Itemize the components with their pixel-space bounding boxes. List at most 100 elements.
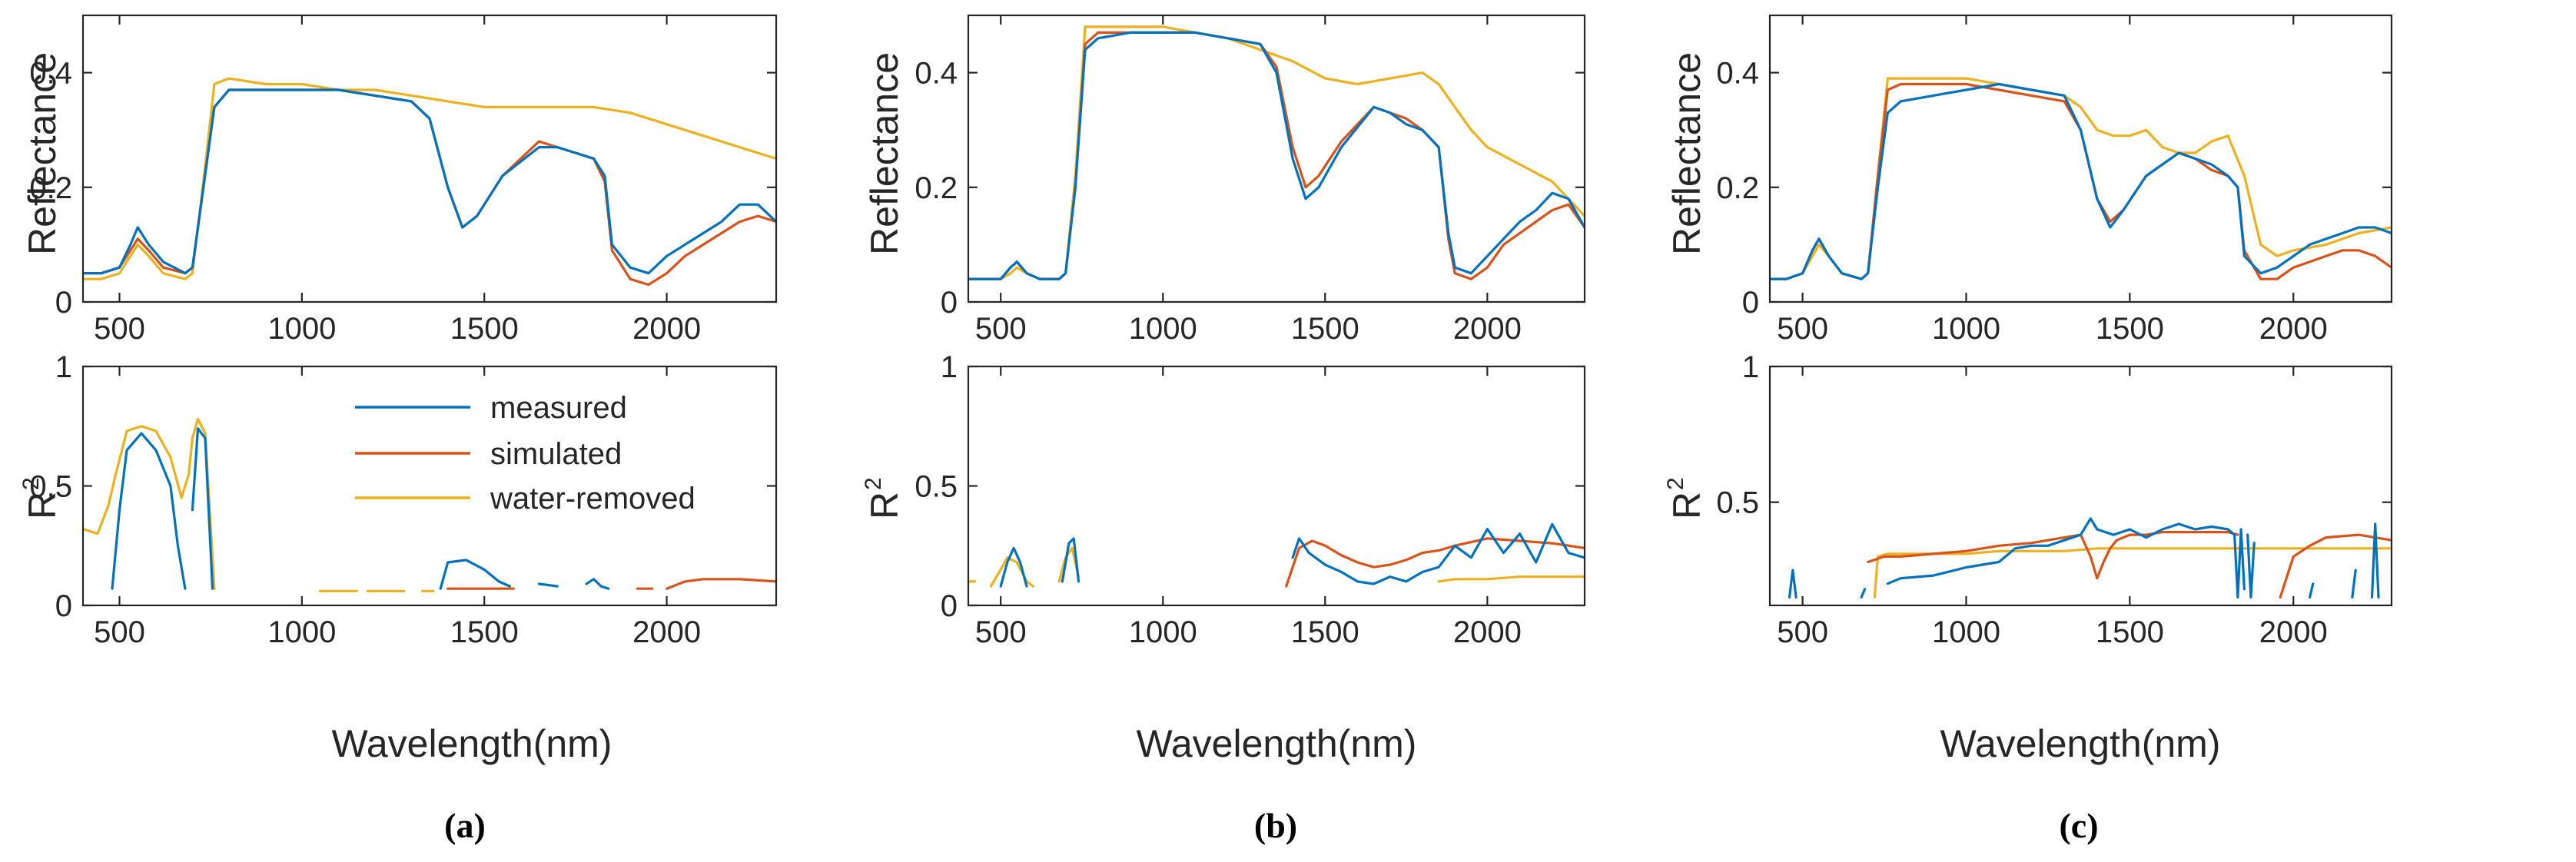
ylabel-bottom-b-base: R bbox=[863, 492, 906, 519]
series-group-a-top bbox=[83, 77, 776, 287]
x-tick-label-a-top-1500: 1500 bbox=[450, 312, 519, 346]
x-tick-label-a-bottom-1000: 1000 bbox=[267, 615, 336, 649]
ylabel-top-a: Reflectance bbox=[21, 52, 64, 255]
x-tick-label-a-top-500: 500 bbox=[94, 312, 145, 346]
y-tick-label-c-top-0: 0 bbox=[1742, 286, 1759, 320]
y-tick-label-c-top-0.4: 0.4 bbox=[1716, 57, 1759, 91]
series-group-c-top bbox=[1770, 77, 2392, 280]
xlabel-a: Wavelength(nm) bbox=[332, 722, 612, 765]
series-water-removed-b-bottom-seg1 bbox=[989, 556, 1035, 588]
x-tick-label-a-bottom-2000: 2000 bbox=[632, 615, 701, 649]
series-measured-c-bottom-seg5 bbox=[2351, 569, 2357, 599]
x-tick-label-c-top-1500: 1500 bbox=[2096, 312, 2164, 346]
plot-a-top: 500 1000 1500 2000 0 0.2 0.4 bbox=[29, 14, 778, 346]
series-water-removed-a-top bbox=[83, 77, 776, 280]
series-group-c-bottom bbox=[1788, 517, 2392, 599]
xlabel-c: Wavelength(nm) bbox=[1940, 722, 2221, 765]
x-tick-label-c-bottom-2000: 2000 bbox=[2259, 615, 2328, 649]
x-tick-label-b-top-2000: 2000 bbox=[1453, 312, 1522, 346]
series-measured-b-top bbox=[968, 31, 1585, 280]
x-tick-label-a-top-1000: 1000 bbox=[267, 312, 336, 346]
series-measured-a-bottom-seg1 bbox=[191, 427, 214, 590]
plot-c-top: 500 1000 1500 2000 0 0.2 0.4 bbox=[1716, 14, 2393, 346]
series-measured-c-bottom-seg1 bbox=[1860, 588, 1867, 599]
x-tick-label-c-bottom-500: 500 bbox=[1777, 615, 1828, 649]
series-simulated-a-bottom-seg2 bbox=[665, 578, 776, 590]
ylabel-bottom-c: R 2 bbox=[1663, 477, 1708, 519]
ylabel-bottom-a-sup: 2 bbox=[18, 477, 44, 490]
x-tick-label-b-top-1000: 1000 bbox=[1129, 312, 1197, 346]
axes-frame-c-bottom bbox=[1768, 365, 2393, 607]
y-tick-label-c-bottom-1: 1 bbox=[1742, 350, 1759, 384]
y-tick-label-b-bottom-0.5: 0.5 bbox=[915, 470, 958, 504]
series-measured-c-bottom-seg6 bbox=[2370, 522, 2380, 599]
ylabel-bottom-b: R 2 bbox=[861, 477, 906, 519]
y-tick-label-b-bottom-0: 0 bbox=[941, 589, 958, 623]
panel-label-b: (b) bbox=[1254, 806, 1297, 845]
y-tick-label-a-top-0.2: 0.2 bbox=[29, 171, 72, 205]
x-tick-label-c-bottom-1000: 1000 bbox=[1932, 615, 2000, 649]
axes-frame-a-top bbox=[81, 14, 778, 303]
series-water-removed-b-top bbox=[968, 25, 1585, 280]
plot-b-top: 500 1000 1500 2000 0 0.2 0.4 bbox=[915, 14, 1586, 346]
series-measured-c-bottom-seg3 bbox=[2246, 533, 2256, 599]
series-group-b-bottom bbox=[968, 522, 1585, 588]
y-tick-label-a-bottom-1: 1 bbox=[55, 350, 72, 384]
axes-frame-b-top bbox=[967, 14, 1586, 303]
series-simulated-b-top bbox=[968, 31, 1585, 280]
legend: measured simulated water-removed bbox=[355, 391, 695, 516]
series-water-removed-a-bottom-seg0 bbox=[83, 417, 216, 590]
y-tick-label-a-bottom-0.5: 0.5 bbox=[29, 470, 72, 504]
y-tick-label-a-top-0.4: 0.4 bbox=[29, 57, 72, 91]
x-tick-label-c-top-500: 500 bbox=[1777, 312, 1828, 346]
panel-label-a: (a) bbox=[444, 806, 486, 845]
y-tick-label-b-bottom-1: 1 bbox=[941, 350, 958, 384]
series-measured-b-bottom-seg2 bbox=[1291, 522, 1585, 585]
x-tick-label-c-bottom-1500: 1500 bbox=[2096, 615, 2164, 649]
axes-frame-b-bottom bbox=[967, 365, 1586, 607]
series-measured-b-bottom-seg0 bbox=[999, 546, 1028, 588]
panel-label-c: (c) bbox=[2059, 806, 2098, 845]
ylabel-bottom-c-base: R bbox=[1665, 492, 1708, 519]
series-measured-a-top bbox=[83, 88, 776, 275]
x-tick-label-a-bottom-500: 500 bbox=[94, 615, 145, 649]
series-water-removed-c-bottom bbox=[1873, 547, 2392, 599]
series-simulated-c-bottom-seg0 bbox=[1867, 530, 2239, 580]
series-measured-c-bottom-seg0 bbox=[1788, 569, 1798, 599]
y-tick-label-a-top-0: 0 bbox=[55, 286, 72, 320]
series-water-removed-b-bottom-seg3 bbox=[1437, 575, 1585, 583]
axes-frame-c-top bbox=[1768, 14, 2393, 303]
y-tick-label-b-top-0: 0 bbox=[941, 286, 958, 320]
x-tick-label-b-top-500: 500 bbox=[975, 312, 1027, 346]
series-simulated-c-bottom-seg1 bbox=[2279, 533, 2392, 599]
y-tick-label-a-bottom-0: 0 bbox=[55, 589, 72, 623]
x-tick-label-b-top-1500: 1500 bbox=[1291, 312, 1359, 346]
series-measured-b-bottom-seg1 bbox=[1061, 537, 1081, 583]
ylabel-top-b: Reflectance bbox=[863, 52, 906, 255]
series-measured-a-bottom-seg2 bbox=[439, 559, 512, 590]
series-measured-a-bottom-seg4 bbox=[585, 578, 610, 590]
series-measured-c-bottom-seg2 bbox=[1886, 517, 2246, 599]
series-measured-c-bottom-seg4 bbox=[2309, 582, 2315, 599]
x-tick-label-a-top-2000: 2000 bbox=[632, 312, 701, 346]
series-simulated-b-bottom bbox=[1285, 537, 1585, 588]
y-tick-label-c-top-0.2: 0.2 bbox=[1716, 171, 1759, 205]
ylabel-bottom-a-base: R bbox=[21, 492, 64, 519]
y-tick-label-b-top-0.2: 0.2 bbox=[915, 171, 958, 205]
y-tick-label-c-bottom-0.5: 0.5 bbox=[1716, 486, 1759, 520]
legend-label-water-removed: water-removed bbox=[490, 482, 695, 516]
x-tick-label-b-bottom-2000: 2000 bbox=[1453, 615, 1522, 649]
series-water-removed-c-top bbox=[1770, 77, 2392, 280]
plot-b-bottom: 500 1000 1500 2000 0 0.5 1 bbox=[915, 350, 1586, 649]
plot-a-bottom: 500 1000 1500 2000 0 0.5 1 bbox=[29, 350, 778, 649]
series-group-a-bottom bbox=[83, 417, 776, 592]
ylabel-bottom-a: R 2 bbox=[18, 477, 64, 519]
series-measured-c-top bbox=[1770, 82, 2392, 280]
series-measured-a-bottom-seg3 bbox=[537, 582, 559, 588]
x-tick-label-b-bottom-1000: 1000 bbox=[1129, 615, 1197, 649]
xlabel-b: Wavelength(nm) bbox=[1137, 722, 1417, 765]
legend-label-simulated: simulated bbox=[490, 437, 622, 471]
x-tick-label-c-top-1000: 1000 bbox=[1932, 312, 2000, 346]
x-tick-label-b-bottom-1500: 1500 bbox=[1291, 615, 1359, 649]
ylabel-top-c: Reflectance bbox=[1665, 52, 1708, 255]
